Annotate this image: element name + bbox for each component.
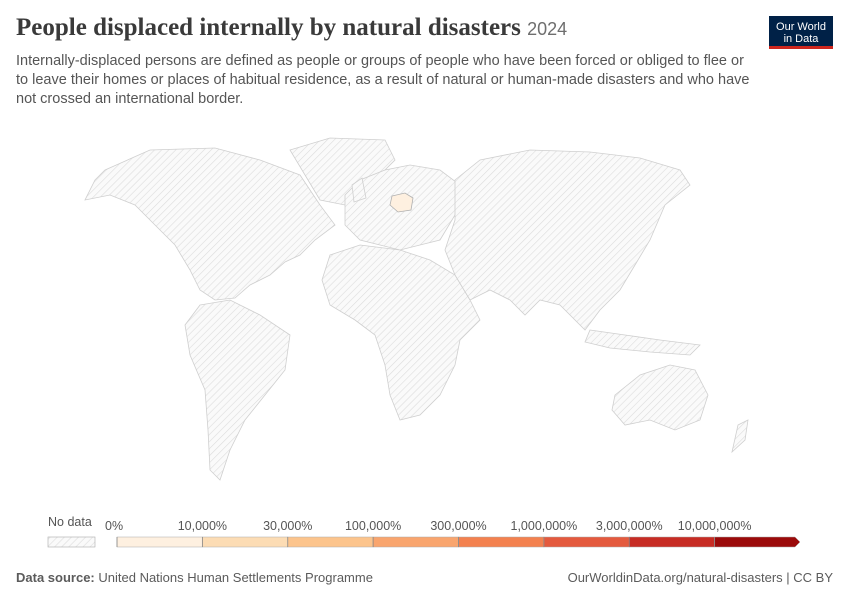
- legend-tick-label: 300,000%: [430, 519, 486, 533]
- subtitle: Internally-displaced persons are defined…: [16, 53, 750, 107]
- legend-bin: [543, 536, 630, 548]
- legend-bin: [202, 536, 288, 548]
- source-label: Data source:: [16, 570, 95, 585]
- legend-tick-label: 100,000%: [345, 519, 401, 533]
- legend-tick-label: 1,000,000%: [511, 519, 578, 533]
- legend-tick-label: 10,000,000%: [678, 519, 752, 533]
- poland[interactable]: [389, 192, 414, 213]
- source: Data source: United Nations Human Settle…: [16, 570, 373, 585]
- legend-bin: [714, 536, 801, 548]
- legend: No data 0% 10,000% 30,000% 100,000% 300,000%…: [47, 515, 801, 548]
- no-data-label: No data: [48, 515, 92, 529]
- legend-tick-label: 3,000,000%: [596, 519, 663, 533]
- countries: [84, 137, 749, 481]
- legend-bin: [458, 536, 545, 548]
- asia[interactable]: [444, 149, 691, 331]
- uk[interactable]: [351, 177, 367, 203]
- title: People displaced internally by natural d…: [16, 14, 521, 41]
- logo[interactable]: Our World in Data: [769, 16, 833, 49]
- legend-bin: [287, 536, 374, 548]
- logo-line: in Data: [783, 33, 819, 45]
- title-block: People displaced internally by natural d…: [16, 14, 567, 42]
- logo-line: Our World: [776, 21, 826, 33]
- new-zealand[interactable]: [731, 419, 749, 454]
- indonesia[interactable]: [584, 329, 701, 356]
- legend-bin: [116, 536, 203, 548]
- legend-tick-label: 10,000%: [178, 519, 227, 533]
- south-america[interactable]: [184, 299, 291, 481]
- source-text: United Nations Human Settlements Program…: [98, 570, 373, 585]
- no-data-swatch: [47, 536, 96, 548]
- legend-bin: [372, 536, 459, 548]
- year: 2024: [527, 19, 568, 39]
- australia[interactable]: [611, 364, 709, 431]
- legend-bin: [629, 536, 715, 548]
- url-license[interactable]: OurWorldinData.org/natural-disasters | C…: [567, 570, 833, 585]
- legend-tick-label: 0%: [105, 519, 123, 533]
- legend-tick-label: 30,000%: [263, 519, 312, 533]
- north-america[interactable]: [84, 147, 336, 301]
- africa[interactable]: [321, 244, 481, 421]
